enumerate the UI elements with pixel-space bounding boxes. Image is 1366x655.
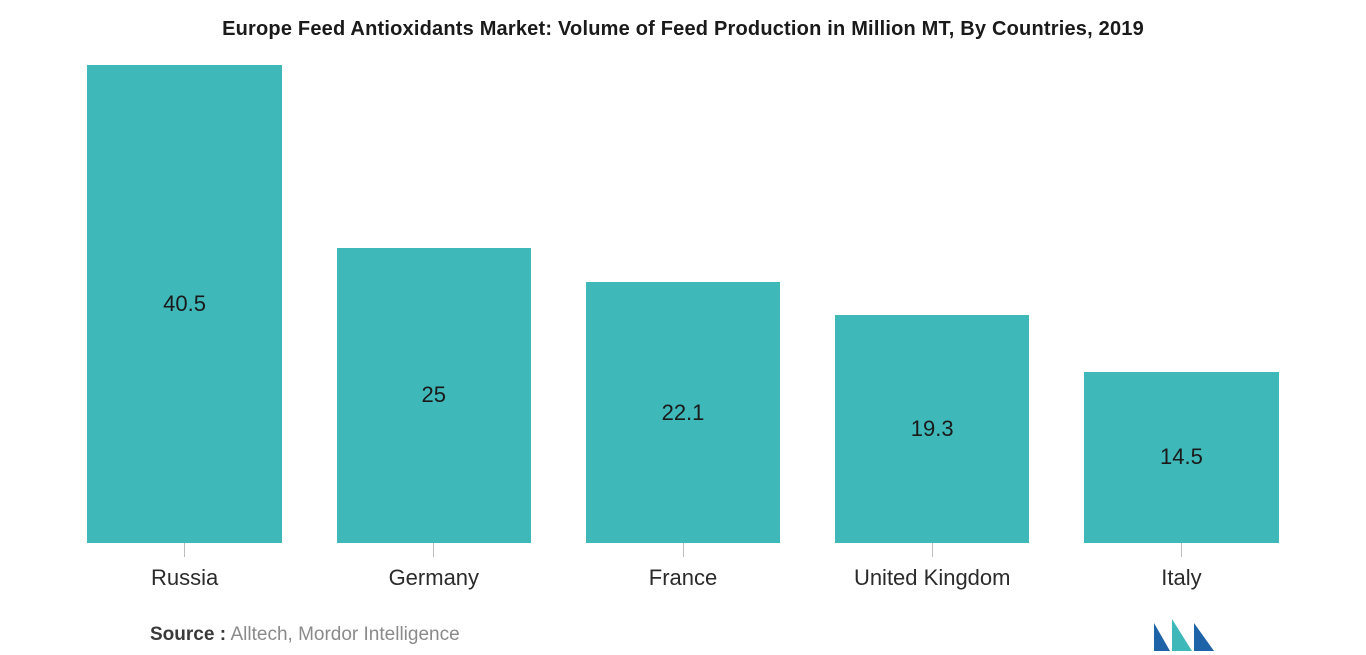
x-tick — [932, 543, 933, 557]
source-label: Source : — [150, 624, 226, 645]
bar: 14.5 — [1084, 372, 1278, 543]
bar-value-label: 19.3 — [911, 416, 954, 442]
x-tick — [433, 543, 434, 557]
bar-slot: 19.3 — [808, 65, 1057, 543]
bar-slot: 40.5 — [60, 65, 309, 543]
x-axis-label: France — [558, 565, 807, 591]
x-axis-label: Italy — [1057, 565, 1306, 591]
bar-value-label: 22.1 — [662, 400, 705, 426]
bar-value-label: 40.5 — [163, 291, 206, 317]
x-axis-labels: RussiaGermanyFranceUnited KingdomItaly — [60, 565, 1306, 591]
source-line: Source : Alltech, Mordor Intelligence — [150, 624, 460, 646]
bar: 19.3 — [835, 315, 1029, 543]
x-axis-label: United Kingdom — [808, 565, 1057, 591]
x-tick — [184, 543, 185, 557]
chart-container: Europe Feed Antioxidants Market: Volume … — [0, 0, 1366, 655]
bar-slot: 25 — [309, 65, 558, 543]
bar: 40.5 — [87, 65, 281, 543]
bar-value-label: 25 — [422, 382, 446, 408]
bar: 25 — [337, 248, 531, 543]
x-axis-label: Russia — [60, 565, 309, 591]
bar-value-label: 14.5 — [1160, 444, 1203, 470]
bars-row: 40.5 25 22.1 19.3 14.5 — [60, 65, 1306, 543]
bar-slot: 22.1 — [558, 65, 807, 543]
x-tick — [683, 543, 684, 557]
plot-area: 40.5 25 22.1 19.3 14.5 — [60, 65, 1306, 543]
bar: 22.1 — [586, 282, 780, 543]
source-value: Alltech, Mordor Intelligence — [230, 624, 459, 645]
bar-slot: 14.5 — [1057, 65, 1306, 543]
chart-footer: Source : Alltech, Mordor Intelligence — [60, 617, 1306, 653]
x-tick — [1181, 543, 1182, 557]
x-axis-label: Germany — [309, 565, 558, 591]
chart-title: Europe Feed Antioxidants Market: Volume … — [60, 18, 1306, 41]
mordor-logo-icon — [1152, 617, 1216, 653]
